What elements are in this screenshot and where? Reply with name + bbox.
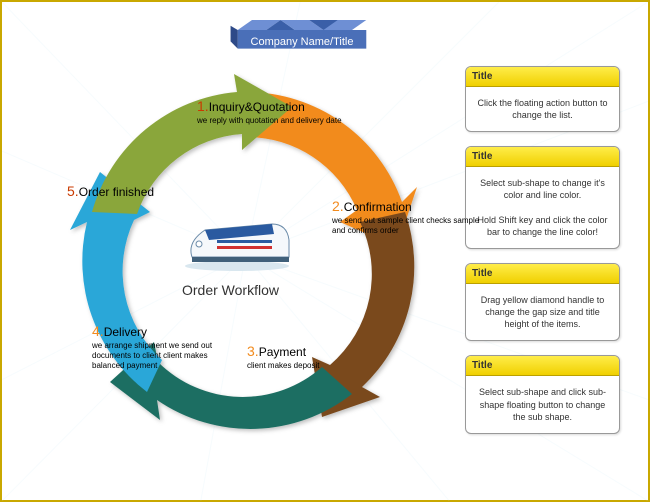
header-title: Company Name/Title (222, 36, 382, 48)
info-card-2-body: Select sub-shape to change it's color an… (466, 167, 619, 248)
step-5-label: 5.Order finished (67, 182, 217, 201)
step-1-title: Inquiry&Quotation (209, 100, 305, 114)
step-4-desc: we arrange shipment we send out document… (92, 341, 242, 372)
step-5-title: Order finished (79, 185, 154, 199)
step-4-title: Delivery (104, 325, 147, 339)
step-3-label: 3.Payment client makes deposit (247, 342, 397, 371)
step-1-num: 1. (197, 98, 209, 114)
step-4-label: 4.Delivery we arrange shipment we send o… (92, 322, 242, 372)
info-card-3-body: Drag yellow diamond handle to change the… (466, 284, 619, 340)
info-card-2-title: Title (466, 147, 619, 167)
info-card-1-title: Title (466, 67, 619, 87)
info-card-4-body: Select sub-shape and click sub-shape flo… (466, 376, 619, 432)
step-2-desc: we send out sample client checks sample … (332, 216, 482, 237)
step-2-label: 2.Confirmation we send out sample client… (332, 197, 482, 236)
step-3-desc: client makes deposit (247, 361, 397, 371)
info-card-4: Title Select sub-shape and click sub-sha… (465, 355, 620, 433)
center-title: Order Workflow (182, 282, 279, 298)
info-card-3-title: Title (466, 264, 619, 284)
step-1-desc: we reply with quotation and delivery dat… (197, 116, 347, 126)
info-card-2: Title Select sub-shape to change it's co… (465, 146, 620, 249)
info-card-4-title: Title (466, 356, 619, 376)
info-card-1: Title Click the floating action button t… (465, 66, 620, 132)
step-2-title: Confirmation (344, 200, 412, 214)
step-1-label: 1.Inquiry&Quotation we reply with quotat… (197, 97, 347, 126)
step-3-num: 3. (247, 343, 259, 359)
info-card-3: Title Drag yellow diamond handle to chan… (465, 263, 620, 341)
info-card-1-body: Click the floating action button to chan… (466, 87, 619, 131)
step-3-title: Payment (259, 345, 306, 359)
info-panel: Title Click the floating action button t… (465, 66, 620, 434)
step-5-num: 5. (67, 183, 79, 199)
step-4-num: 4. (92, 323, 104, 339)
step-2-num: 2. (332, 198, 344, 214)
train-illustration (177, 212, 297, 272)
